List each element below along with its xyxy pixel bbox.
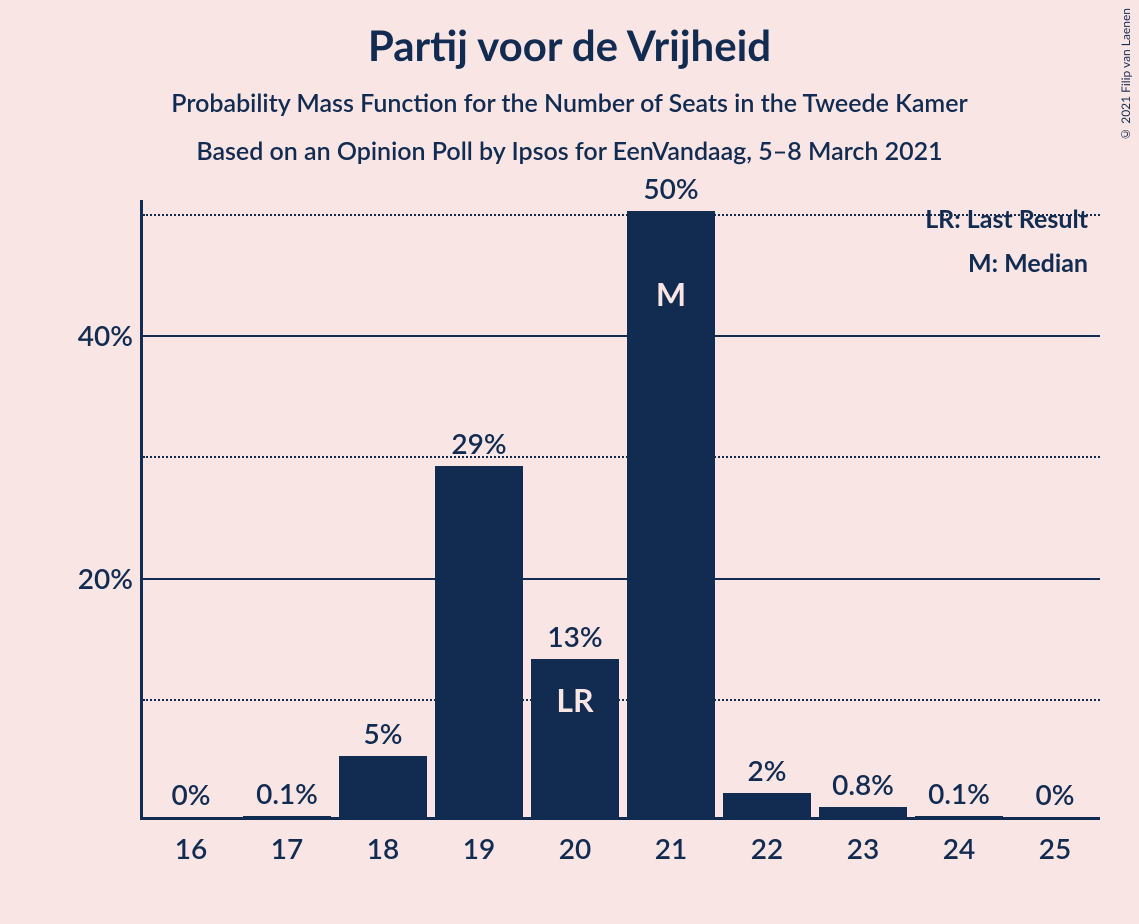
x-tick-label: 21 [623,831,719,865]
bar-value-label: 29% [435,426,523,460]
bar-value-label: 2% [723,753,811,787]
bar: 0.1% [915,816,1003,817]
y-tick-label: 20% [63,561,133,595]
bar-marker-label: LR [531,680,619,719]
x-tick-label: 22 [719,831,815,865]
bar: 29% [435,466,523,817]
x-tick-label: 25 [1007,831,1103,865]
legend-m: M: Median [925,248,1088,278]
x-tick-label: 24 [911,831,1007,865]
bar-value-label: 13% [531,619,619,653]
gridline-dotted [143,699,1100,701]
plot-area: LR: Last Result M: Median 20%40%0%160.1%… [140,200,1100,820]
bar: 5% [339,756,427,817]
gridline-dotted [143,456,1100,458]
bar: 0.1% [243,816,331,817]
x-tick-label: 18 [335,831,431,865]
gridline-dotted [143,214,1100,216]
bar: 0.8% [819,807,907,817]
bar-value-label: 0% [1011,777,1099,811]
bar-value-label: 50% [627,171,715,205]
x-tick-label: 23 [815,831,911,865]
bar-value-label: 5% [339,716,427,750]
y-tick-label: 40% [63,318,133,352]
bar: 2% [723,793,811,817]
bar-value-label: 0.1% [243,776,331,810]
bar-value-label: 0.8% [819,767,907,801]
bar-value-label: 0% [147,777,235,811]
bar-marker-label: M [627,274,715,313]
gridline-solid [143,335,1100,337]
legend-lr: LR: Last Result [925,204,1088,234]
chart-container: LR: Last Result M: Median 20%40%0%160.1%… [60,200,1110,880]
copyright-text: © 2021 Filip van Laenen [1118,8,1133,142]
bar-value-label: 0.1% [915,776,1003,810]
chart-subtitle: Probability Mass Function for the Number… [0,88,1139,118]
chart-subtitle2: Based on an Opinion Poll by Ipsos for Ee… [0,136,1139,166]
chart-title: Partij voor de Vrijheid [0,0,1139,70]
legend: LR: Last Result M: Median [925,204,1088,292]
gridline-solid [143,578,1100,580]
x-tick-label: 19 [431,831,527,865]
x-tick-label: 20 [527,831,623,865]
x-tick-label: 17 [239,831,335,865]
x-tick-label: 16 [143,831,239,865]
